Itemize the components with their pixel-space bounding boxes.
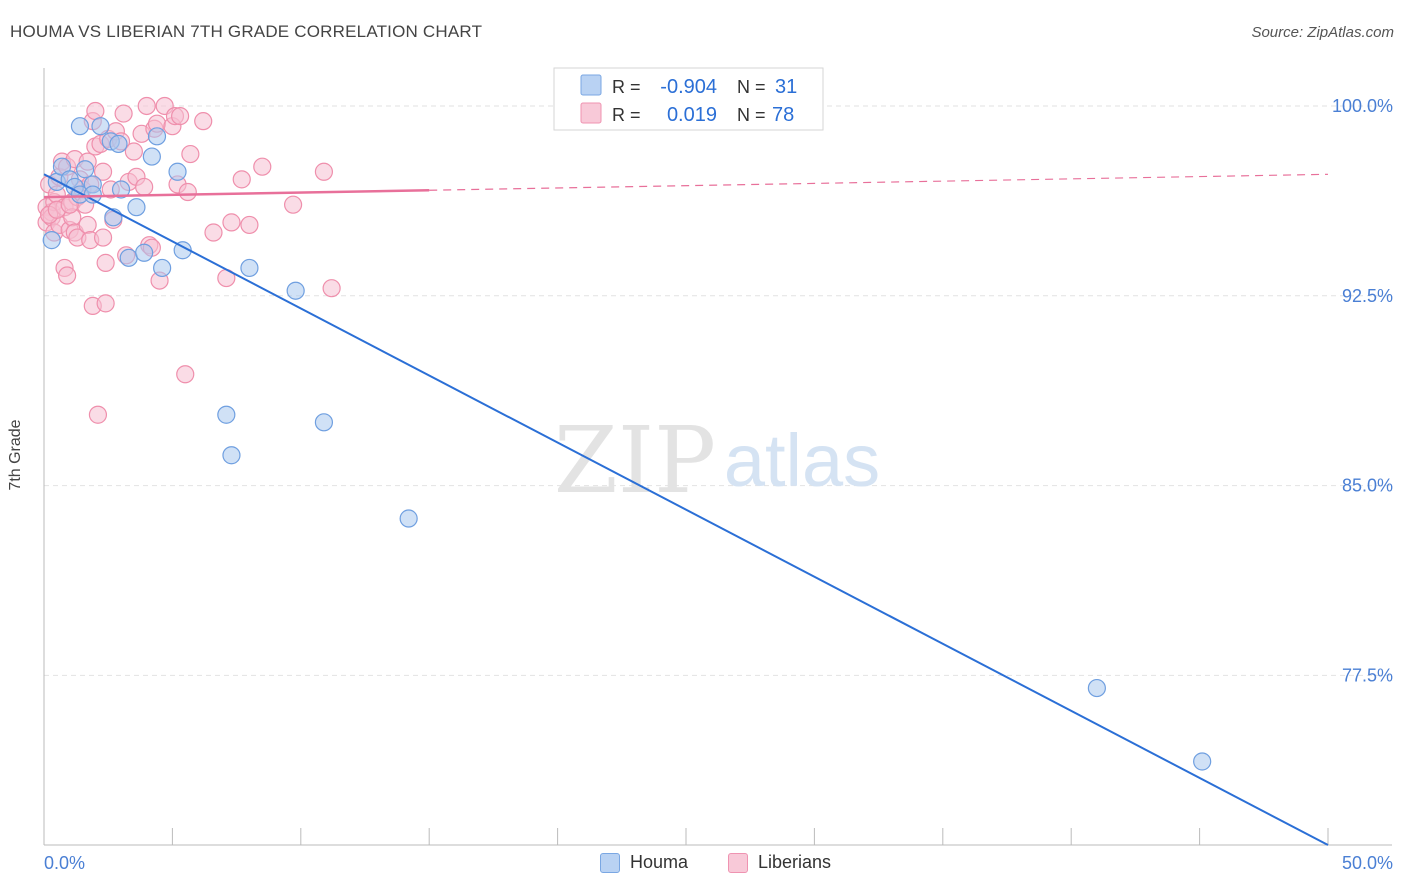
x-ticks [43, 828, 1329, 845]
houma-point-17 [135, 243, 154, 262]
houma-point-18 [142, 147, 161, 166]
chart-source: Source: ZipAtlas.com [1251, 24, 1394, 41]
liberians-points [37, 96, 341, 424]
liberians-point-71 [253, 157, 272, 176]
stats-legend-houma-r-label: R = [612, 77, 641, 97]
watermark-atlas: atlas [724, 419, 880, 502]
houma-point-14 [111, 180, 131, 199]
liberians-point-36 [93, 228, 113, 247]
watermark: ZIP atlas [554, 407, 880, 514]
liberians-trendline-solid [43, 188, 430, 199]
houma-point-6 [70, 117, 90, 136]
stats-legend-liberians-n-value: 78 [772, 104, 794, 126]
houma-point-28 [399, 509, 418, 528]
houma-point-25 [240, 258, 259, 278]
liberians-point-37 [96, 294, 115, 313]
liberians-trendline-dashed [429, 173, 1329, 191]
liberians-point-70 [240, 215, 259, 235]
houma-point-23 [217, 405, 236, 424]
houma-point-13 [109, 134, 128, 154]
liberians-point-69 [232, 170, 251, 189]
y-tick-label-0: 100.0% [1332, 96, 1393, 116]
legend-item-liberians[interactable]: Liberians [728, 852, 831, 873]
y-tick-label-1: 92.5% [1342, 286, 1393, 306]
y-tick-labels: 100.0% 92.5% 85.0% 77.5% [1332, 96, 1393, 685]
legend-swatch-houma [600, 852, 620, 873]
houma-point-24 [222, 446, 241, 465]
houma-trendline [43, 173, 1329, 846]
legend-label-houma: Houma [630, 852, 689, 872]
houma-point-19 [147, 127, 167, 146]
axes [43, 68, 1392, 846]
y-tick-label-3: 77.5% [1342, 665, 1393, 685]
legend-label-liberians: Liberians [758, 852, 832, 872]
liberians-point-31 [86, 101, 105, 121]
houma-point-29 [1087, 678, 1106, 698]
liberians-point-51 [137, 96, 156, 116]
stats-legend-liberians-r-value: 0.019 [667, 104, 717, 126]
houma-point-0 [42, 231, 61, 250]
liberians-point-62 [176, 365, 195, 384]
stats-legend: R = -0.904 N = 31 R = 0.019 N = 78 [553, 67, 824, 131]
legend-swatch-liberians [728, 852, 748, 873]
watermark-zip: ZIP [554, 407, 716, 514]
houma-points [42, 117, 1212, 771]
houma-point-7 [75, 160, 95, 179]
legend-item-houma[interactable]: Houma [600, 852, 688, 873]
houma-point-15 [119, 248, 138, 267]
liberians-point-35 [93, 162, 113, 181]
stats-legend-houma-swatch [580, 74, 602, 96]
liberians-point-33 [88, 405, 108, 424]
y-tick-label-2: 85.0% [1342, 476, 1393, 496]
liberians-point-72 [283, 195, 303, 214]
houma-point-10 [91, 117, 110, 136]
liberians-point-44 [114, 104, 133, 123]
liberians-point-63 [178, 182, 197, 202]
liberians-point-65 [194, 112, 213, 131]
houma-point-26 [286, 281, 305, 300]
liberians-point-74 [322, 279, 341, 298]
liberians-point-61 [171, 106, 190, 126]
stats-legend-liberians-r-label: R = [612, 105, 641, 125]
trendlines [43, 173, 1329, 846]
houma-point-27 [314, 413, 334, 432]
liberians-point-66 [204, 223, 223, 242]
liberians-point-14 [58, 266, 77, 285]
houma-point-30 [1193, 752, 1212, 771]
liberians-point-38 [96, 253, 115, 272]
chart-title: HOUMA VS LIBERIAN 7TH GRADE CORRELATION … [10, 22, 483, 41]
stats-legend-houma-n-value: 31 [775, 76, 797, 98]
liberians-point-64 [181, 144, 200, 164]
stats-legend-liberians-n-label: N = [737, 105, 766, 125]
houma-point-16 [127, 198, 146, 217]
liberians-point-68 [222, 213, 241, 232]
liberians-point-50 [135, 177, 154, 197]
stats-legend-liberians-swatch [580, 102, 602, 124]
liberians-point-73 [314, 162, 334, 181]
gridlines [44, 105, 1392, 676]
liberians-point-26 [78, 215, 97, 235]
x-tick-label-max: 50.0% [1342, 853, 1393, 873]
liberians-point-47 [124, 142, 143, 161]
x-tick-label-min: 0.0% [44, 853, 85, 873]
stats-legend-houma-r-value: -0.904 [660, 76, 717, 98]
stats-legend-houma-n-label: N = [737, 77, 766, 97]
houma-point-21 [168, 162, 187, 181]
houma-point-20 [153, 258, 172, 278]
